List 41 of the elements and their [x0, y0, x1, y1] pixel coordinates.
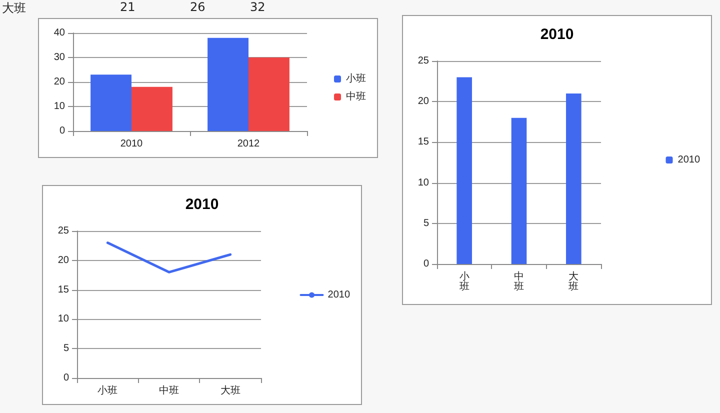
y-tick-label: 0: [59, 126, 66, 136]
bar: [456, 77, 472, 264]
x-tick-label: 小班: [459, 270, 470, 292]
bar: [208, 38, 248, 131]
x-tick-label: 大班: [568, 270, 579, 292]
legend-label: 中班: [346, 90, 366, 102]
y-tick-label: 10: [58, 314, 70, 325]
bar: [248, 58, 290, 131]
bar: [511, 118, 527, 264]
y-tick-label: 0: [63, 372, 70, 384]
text: 26: [190, 0, 206, 14]
y-tick-label: 10: [54, 101, 66, 112]
chart-title: 2010: [540, 26, 574, 43]
text: 32: [250, 0, 266, 14]
bar: [566, 93, 582, 264]
text: 21: [120, 0, 136, 14]
x-tick-label: 中班: [159, 384, 179, 396]
y-tick-label: 25: [418, 56, 430, 66]
y-tick-label: 20: [54, 76, 66, 88]
x-tick-label: 小班: [98, 384, 118, 396]
x-tick-label: 2012: [237, 138, 260, 150]
y-tick-label: 20: [418, 96, 430, 108]
y-tick-label: 5: [63, 343, 70, 354]
bar: [132, 86, 172, 131]
text: 大班: [2, 0, 26, 17]
y-tick-label: 5: [423, 218, 430, 229]
y-tick-label: 15: [418, 136, 430, 148]
y-tick-label: 0: [423, 258, 430, 270]
x-tick-label: 中班: [514, 270, 524, 292]
y-tick-label: 10: [418, 177, 430, 188]
y-tick-label: 25: [58, 226, 70, 236]
y-tick-label: 30: [54, 52, 66, 63]
legend-label: 2010: [328, 290, 350, 300]
x-tick-label: 大班: [220, 384, 240, 396]
y-tick-label: 15: [58, 284, 70, 296]
y-tick-label: 40: [54, 28, 66, 38]
legend-label: 小班: [346, 72, 366, 84]
y-tick-label: 20: [58, 254, 70, 266]
legend-label: 2010: [678, 154, 700, 166]
bar: [90, 74, 132, 131]
chart-title: 2010: [185, 196, 219, 213]
